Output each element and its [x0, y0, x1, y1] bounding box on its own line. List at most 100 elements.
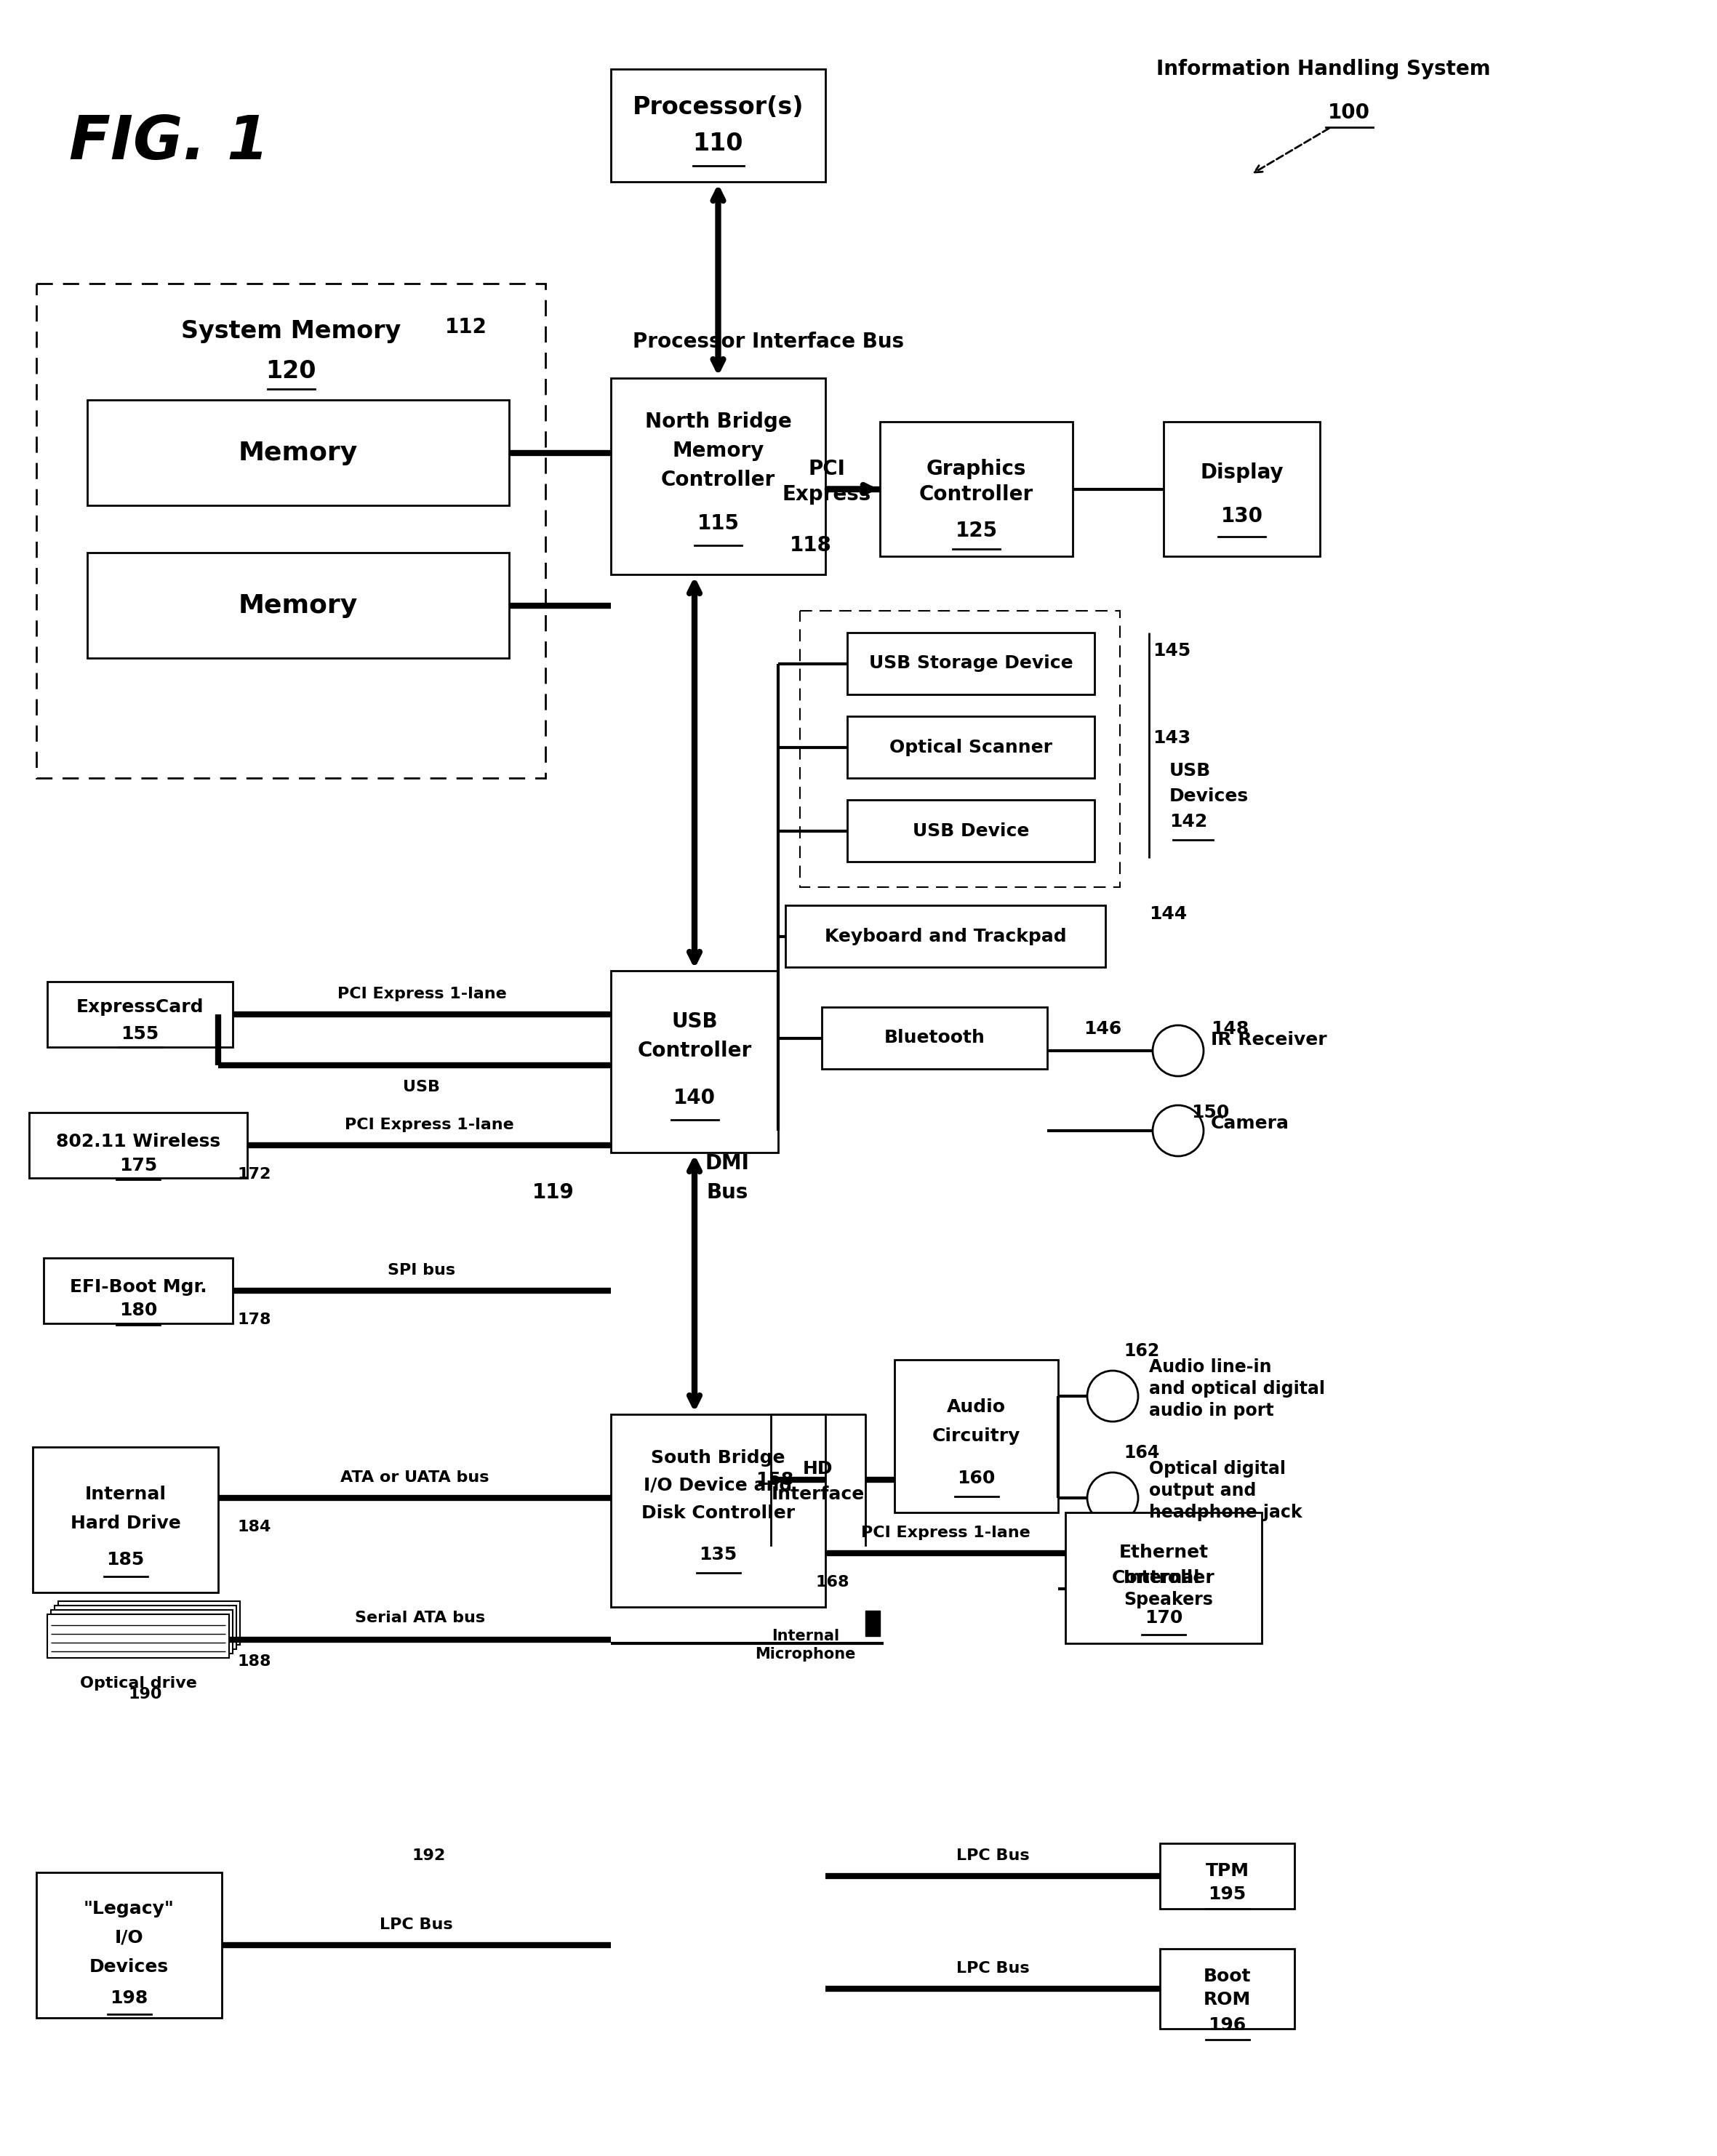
Text: HD: HD [804, 1460, 833, 1477]
Text: 118: 118 [790, 535, 833, 556]
Bar [822, 1007, 1047, 1069]
Text: 155: 155 [120, 1026, 160, 1044]
Text: 119: 119 [532, 1181, 575, 1203]
Text: headphone jack: headphone jack [1149, 1503, 1301, 1522]
Text: Processor(s): Processor(s) [632, 95, 804, 119]
Bar [846, 800, 1094, 862]
Bar [43, 1257, 234, 1324]
Text: Microphone: Microphone [755, 1647, 855, 1662]
Text: Ethernet: Ethernet [1119, 1544, 1209, 1561]
Text: South Bridge: South Bridge [651, 1449, 785, 1466]
Text: 164: 164 [1123, 1445, 1159, 1462]
Bar [52, 1611, 234, 1654]
Text: Keyboard and Trackpad: Keyboard and Trackpad [824, 927, 1066, 944]
Text: IR Receiver: IR Receiver [1210, 1031, 1327, 1048]
Bar [1065, 1514, 1262, 1643]
Text: USB Storage Device: USB Storage Device [869, 655, 1073, 673]
Circle shape [1152, 1026, 1204, 1076]
Text: 196: 196 [1209, 2016, 1247, 2033]
Text: Controller: Controller [919, 485, 1034, 505]
Text: Audio line-in: Audio line-in [1149, 1358, 1272, 1376]
Bar [58, 1602, 240, 1645]
Text: 135: 135 [699, 1546, 737, 1563]
Text: Controller: Controller [1113, 1570, 1216, 1587]
Text: 195: 195 [1209, 1886, 1247, 1904]
Text: Devices: Devices [89, 1958, 168, 1975]
Text: Disk Controller: Disk Controller [642, 1505, 795, 1522]
Bar [33, 1447, 218, 1593]
Text: Boot: Boot [1204, 1968, 1252, 1986]
Text: 180: 180 [118, 1302, 158, 1319]
Text: 125: 125 [955, 520, 998, 541]
Text: and optical digital: and optical digital [1149, 1380, 1326, 1397]
Text: 198: 198 [110, 1990, 148, 2007]
Text: Interface: Interface [771, 1485, 865, 1503]
Text: Graphics: Graphics [925, 459, 1027, 479]
Text: 120: 120 [266, 358, 316, 384]
Text: Express: Express [783, 485, 871, 505]
Text: Optical digital: Optical digital [1149, 1460, 1286, 1477]
Text: System Memory: System Memory [180, 319, 400, 343]
Text: ExpressCard: ExpressCard [76, 998, 204, 1015]
Bar [48, 981, 234, 1048]
Text: 184: 184 [237, 1520, 271, 1535]
Text: Audio: Audio [946, 1399, 1006, 1416]
Text: 110: 110 [694, 132, 743, 155]
Circle shape [1087, 1371, 1138, 1421]
Bar [611, 377, 826, 573]
Text: 168: 168 [816, 1574, 850, 1589]
Text: 142: 142 [1169, 813, 1207, 830]
Text: LPC Bus: LPC Bus [956, 1962, 1028, 1975]
Text: 192: 192 [412, 1848, 446, 1863]
Text: 162: 162 [1123, 1343, 1159, 1360]
Text: EFI-Boot Mgr.: EFI-Boot Mgr. [70, 1279, 206, 1296]
Text: Circuitry: Circuitry [932, 1427, 1020, 1445]
Text: Bluetooth: Bluetooth [884, 1028, 986, 1046]
Bar [1164, 423, 1320, 556]
Text: 145: 145 [1152, 642, 1190, 660]
Text: Internal: Internal [1123, 1570, 1200, 1587]
Text: PCI: PCI [809, 459, 845, 479]
Text: ATA or UATA bus: ATA or UATA bus [340, 1470, 489, 1485]
Text: "Legacy": "Legacy" [84, 1899, 175, 1917]
Text: LPC Bus: LPC Bus [956, 1848, 1028, 1863]
Text: 143: 143 [1152, 729, 1190, 746]
Text: output and: output and [1149, 1481, 1257, 1498]
Text: 130: 130 [1221, 507, 1262, 526]
Text: LPC Bus: LPC Bus [379, 1917, 453, 1932]
Text: North Bridge: North Bridge [646, 412, 792, 431]
Text: USB: USB [1169, 761, 1210, 780]
Bar [879, 423, 1073, 556]
Text: 160: 160 [958, 1470, 996, 1488]
Text: PCI Express 1-lane: PCI Express 1-lane [345, 1117, 513, 1132]
Text: SPI bus: SPI bus [388, 1263, 455, 1279]
Text: 146: 146 [1083, 1020, 1121, 1037]
Text: Memory: Memory [239, 593, 357, 619]
Text: Devices: Devices [1169, 787, 1248, 804]
Text: DMI: DMI [706, 1153, 749, 1173]
Bar [611, 970, 778, 1153]
Text: USB: USB [403, 1080, 440, 1095]
Text: USB Device: USB Device [912, 821, 1028, 839]
Text: Processor Interface Bus: Processor Interface Bus [632, 332, 905, 351]
Text: 802.11 Wireless: 802.11 Wireless [57, 1132, 220, 1151]
Text: Bus: Bus [706, 1181, 749, 1203]
Text: Hard Drive: Hard Drive [70, 1516, 180, 1533]
Bar [611, 69, 826, 181]
Text: audio in port: audio in port [1149, 1401, 1274, 1419]
Text: 158: 158 [755, 1470, 793, 1488]
Bar [1161, 1949, 1295, 2029]
Text: Camera: Camera [1210, 1115, 1289, 1132]
Text: 178: 178 [237, 1313, 271, 1328]
Text: 140: 140 [673, 1089, 716, 1108]
Bar [36, 1871, 221, 2018]
Bar [48, 1615, 228, 1658]
Text: 175: 175 [118, 1158, 158, 1175]
Text: Memory: Memory [239, 440, 357, 466]
Bar [846, 716, 1094, 778]
Text: Internal: Internal [771, 1628, 840, 1643]
Text: TPM: TPM [1205, 1863, 1248, 1880]
Bar [36, 285, 546, 778]
Text: 148: 148 [1210, 1020, 1248, 1037]
Text: 172: 172 [237, 1166, 271, 1181]
